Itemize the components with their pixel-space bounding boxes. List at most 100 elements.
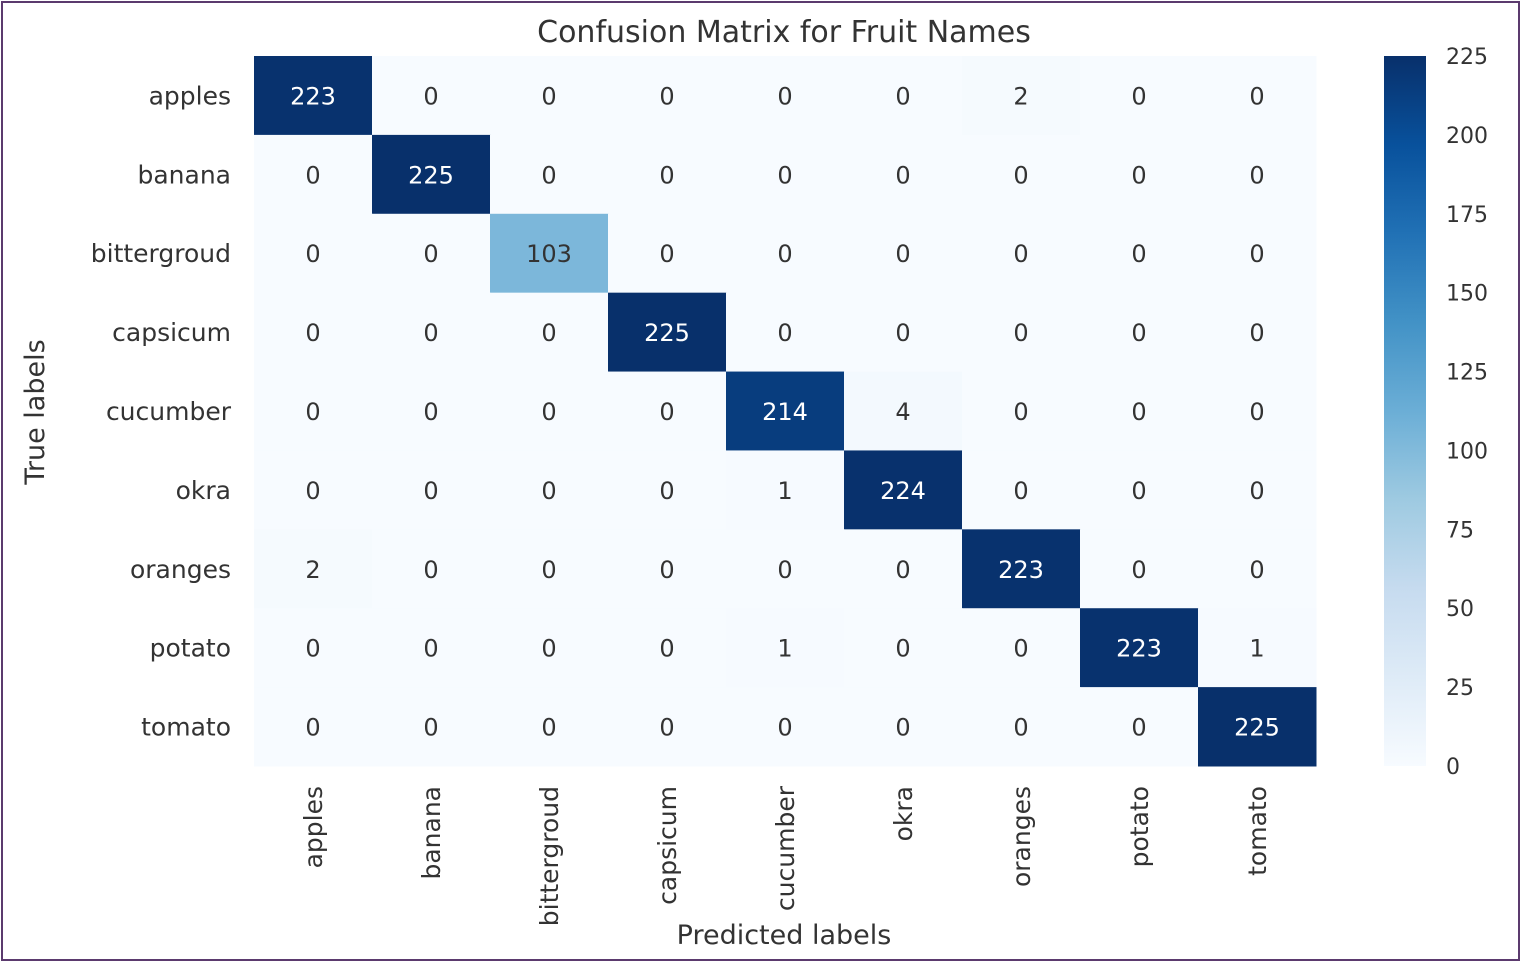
cell-value-label: 0 — [423, 240, 438, 268]
heatmap-cell — [372, 134, 491, 215]
x-tick-label: bittergroud — [535, 786, 564, 926]
heatmap-cell — [1080, 687, 1199, 767]
heatmap-cell — [962, 292, 1081, 373]
heatmap-cell — [844, 56, 963, 136]
cell-value-label: 223 — [1116, 635, 1162, 663]
heatmap-cell — [608, 134, 727, 215]
cell-value-label: 0 — [1131, 319, 1146, 347]
heatmap-cell — [372, 608, 491, 688]
cell-value-label: 0 — [777, 82, 792, 110]
cell-value-label: 0 — [541, 477, 556, 505]
heatmap-cell — [844, 292, 963, 373]
heatmap-cell — [962, 608, 1081, 688]
cell-value-label: 0 — [1131, 82, 1146, 110]
cell-value-label: 0 — [659, 477, 674, 505]
heatmap-cell — [962, 213, 1081, 294]
cell-value-label: 0 — [1249, 477, 1264, 505]
x-tick-label: cucumber — [771, 785, 800, 911]
cell-value-label: 0 — [541, 82, 556, 110]
y-tick-label: potato — [150, 634, 231, 663]
heatmap-cell — [962, 687, 1081, 767]
cell-value-label: 0 — [895, 240, 910, 268]
y-axis-title: True labels — [20, 339, 51, 485]
y-tick-labels: apples banana bittergroud capsicum cucumber o… — [91, 81, 232, 741]
heatmap-cell — [254, 529, 373, 609]
x-tick-label: potato — [1125, 786, 1154, 867]
cell-value-label: 0 — [305, 319, 320, 347]
heatmap-cell — [254, 687, 373, 767]
heatmap-cells — [254, 56, 1317, 767]
cell-value-label: 0 — [423, 477, 438, 505]
cell-value-label: 0 — [305, 161, 320, 189]
cell-value-label: 0 — [423, 398, 438, 426]
heatmap-cell — [254, 450, 373, 530]
cell-value-label: 0 — [659, 714, 674, 742]
cell-value-label: 0 — [1131, 398, 1146, 426]
cell-value-label: 0 — [1249, 161, 1264, 189]
cell-value-label: 1 — [777, 477, 792, 505]
heatmap-cell — [254, 56, 373, 136]
cell-value-label: 1 — [1249, 635, 1264, 663]
heatmap-cell — [726, 450, 845, 530]
heatmap-cell — [844, 134, 963, 215]
heatmap-cell — [1080, 213, 1199, 294]
cell-value-label: 225 — [408, 161, 454, 189]
heatmap-cell — [490, 608, 609, 688]
heatmap-cell — [962, 56, 1081, 136]
cell-value-label: 0 — [423, 556, 438, 584]
heatmap-cell — [608, 450, 727, 530]
heatmap-cell — [490, 292, 609, 373]
cell-value-label: 0 — [895, 556, 910, 584]
heatmap-cell — [1198, 213, 1317, 294]
heatmap-cell — [490, 213, 609, 294]
cell-value-label: 0 — [1013, 635, 1028, 663]
colorbar-tick-labels: 0 25 50 75 100 125 150 175 200 225 — [1446, 45, 1488, 780]
heatmap-cell — [1198, 371, 1317, 451]
cell-value-label: 0 — [423, 635, 438, 663]
cell-value-label: 0 — [659, 240, 674, 268]
cell-value-label: 0 — [777, 714, 792, 742]
cell-value-label: 0 — [659, 398, 674, 426]
heatmap-cell — [726, 134, 845, 215]
heatmap-cell — [254, 371, 373, 451]
cell-value-label: 0 — [1013, 477, 1028, 505]
cell-value-label: 0 — [895, 714, 910, 742]
cell-value-label: 0 — [305, 635, 320, 663]
heatmap-cell — [726, 687, 845, 767]
heatmap-cell — [1080, 56, 1199, 136]
heatmap-cell — [608, 56, 727, 136]
cell-value-label: 2 — [305, 556, 320, 584]
heatmap-cell — [608, 371, 727, 451]
colorbar-tick-label: 200 — [1446, 124, 1488, 149]
cell-value-label: 0 — [423, 319, 438, 347]
cell-value-label: 0 — [1249, 556, 1264, 584]
cell-value-label: 4 — [895, 398, 910, 426]
heatmap-cell — [254, 608, 373, 688]
cell-value-label: 0 — [777, 319, 792, 347]
heatmap-cell — [1080, 450, 1199, 530]
cell-value-label: 0 — [305, 240, 320, 268]
heatmap-cell — [254, 213, 373, 294]
heatmap-cell — [1198, 292, 1317, 373]
heatmap-cell — [372, 213, 491, 294]
heatmap-cell — [490, 687, 609, 767]
colorbar-tick-label: 0 — [1446, 755, 1460, 780]
cell-value-label: 0 — [1131, 556, 1146, 584]
heatmap-cell — [372, 450, 491, 530]
cell-value-label: 0 — [777, 556, 792, 584]
y-tick-label: cucumber — [106, 397, 232, 426]
heatmap-cell — [1198, 134, 1317, 215]
heatmap-cell — [372, 56, 491, 136]
heatmap-cell — [608, 608, 727, 688]
cell-value-label: 0 — [1249, 319, 1264, 347]
chart-title: Confusion Matrix for Fruit Names — [537, 15, 1031, 50]
x-tick-label: banana — [417, 786, 446, 880]
heatmap-cell — [1198, 56, 1317, 136]
cell-value-label: 0 — [541, 714, 556, 742]
cell-value-label: 0 — [541, 398, 556, 426]
cell-value-label: 225 — [644, 319, 690, 347]
cell-value-label: 0 — [1013, 398, 1028, 426]
cell-value-label: 0 — [1131, 161, 1146, 189]
cell-value-label: 0 — [541, 161, 556, 189]
cell-value-label: 0 — [423, 714, 438, 742]
